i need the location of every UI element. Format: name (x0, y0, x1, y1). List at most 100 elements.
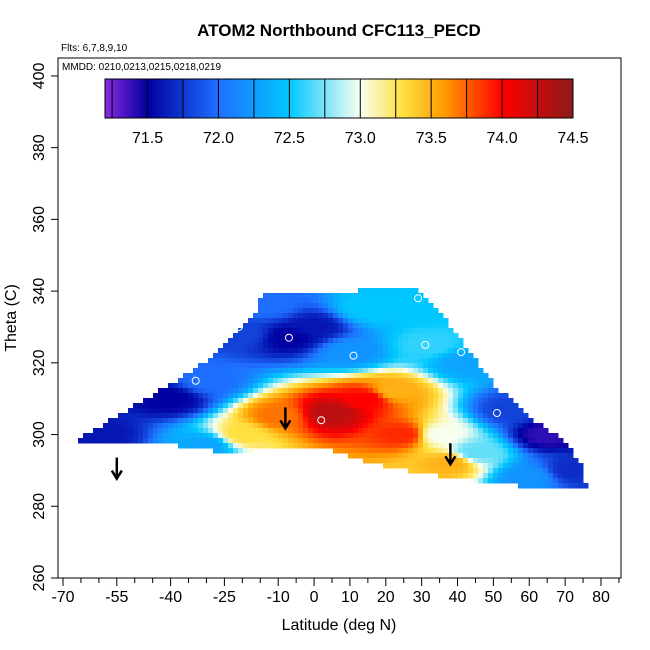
heatmap-cell (243, 323, 249, 329)
heatmap-cell (233, 363, 239, 369)
heatmap-cell (358, 348, 364, 354)
heatmap-cell (448, 403, 454, 409)
heatmap-cell (118, 438, 124, 444)
heatmap-cell (503, 443, 509, 449)
heatmap-cell (328, 353, 334, 359)
heatmap-cell (423, 423, 429, 429)
heatmap-cell (478, 433, 484, 439)
heatmap-cell (358, 328, 364, 334)
heatmap-cell (213, 398, 219, 404)
heatmap-cell (278, 438, 284, 444)
heatmap-cell (298, 343, 304, 349)
heatmap-cell (293, 403, 299, 409)
heatmap-cell (358, 373, 364, 379)
heatmap-cell (248, 398, 254, 404)
heatmap-cell (443, 388, 449, 394)
heatmap-cell (333, 318, 339, 324)
heatmap-cell (408, 453, 414, 459)
heatmap-cell (258, 353, 264, 359)
heatmap-cell (193, 403, 199, 409)
down-arrow (279, 407, 292, 431)
heatmap-cell (413, 458, 419, 464)
heatmap-cell (333, 343, 339, 349)
heatmap-cell (388, 303, 394, 309)
heatmap-cell (313, 358, 319, 364)
heatmap-cell (463, 408, 469, 414)
heatmap-cell (268, 433, 274, 439)
heatmap-cell (323, 398, 329, 404)
heatmap-cell (438, 368, 444, 374)
heatmap-cell (478, 438, 484, 444)
heatmap-cell (458, 393, 464, 399)
heatmap-cell (438, 338, 444, 344)
heatmap-cell (448, 368, 454, 374)
heatmap-cell (253, 398, 259, 404)
heatmap-cell (523, 468, 529, 474)
heatmap-cell (473, 453, 479, 459)
heatmap-cell (453, 378, 459, 384)
heatmap-cell (523, 423, 529, 429)
heatmap-cell (358, 383, 364, 389)
heatmap-cell (538, 458, 544, 464)
heatmap-cell (463, 398, 469, 404)
heatmap-cell (273, 433, 279, 439)
heatmap-cell (358, 368, 364, 374)
heatmap-cell (278, 413, 284, 419)
heatmap-cell (233, 403, 239, 409)
heatmap-cell (278, 343, 284, 349)
heatmap-cell (558, 473, 564, 479)
heatmap-cell (388, 318, 394, 324)
heatmap-cell (483, 408, 489, 414)
heatmap-cell (243, 353, 249, 359)
heatmap-cell (393, 318, 399, 324)
heatmap-cell (488, 478, 494, 484)
heatmap-cell (373, 458, 379, 464)
heatmap-cell (428, 448, 434, 454)
heatmap-cell (448, 328, 454, 334)
heatmap-cell (233, 398, 239, 404)
heatmap-cell (498, 443, 504, 449)
heatmap-cell (398, 333, 404, 339)
heatmap-cell (333, 338, 339, 344)
heatmap-cell (283, 298, 289, 304)
heatmap-cell (158, 423, 164, 429)
heatmap-cell (453, 438, 459, 444)
down-arrow (110, 457, 123, 481)
heatmap-cell (553, 478, 559, 484)
heatmap-cell (193, 408, 199, 414)
heatmap-cell (433, 418, 439, 424)
heatmap-cell (468, 468, 474, 474)
heatmap-cell (488, 453, 494, 459)
heatmap-cell (223, 428, 229, 434)
heatmap-cell (393, 343, 399, 349)
heatmap-cell (453, 353, 459, 359)
heatmap-cell (303, 443, 309, 449)
heatmap-cell (458, 443, 464, 449)
heatmap-cell (343, 338, 349, 344)
heatmap-cell (443, 443, 449, 449)
heatmap-cell (203, 443, 209, 449)
heatmap-cell (238, 398, 244, 404)
heatmap-cell (538, 443, 544, 449)
heatmap-cell (228, 433, 234, 439)
heatmap-cell (478, 428, 484, 434)
heatmap-cell (293, 378, 299, 384)
heatmap-cell (468, 373, 474, 379)
heatmap-cell (538, 448, 544, 454)
heatmap-cell (468, 393, 474, 399)
heatmap-cell (313, 313, 319, 319)
heatmap-cell (268, 373, 274, 379)
heatmap-cell (248, 383, 254, 389)
heatmap-cell (363, 408, 369, 414)
heatmap-cell (433, 463, 439, 469)
heatmap-cell (363, 363, 369, 369)
heatmap-cell (348, 363, 354, 369)
heatmap-cell (203, 408, 209, 414)
heatmap-cell (278, 383, 284, 389)
heatmap-cell (333, 383, 339, 389)
heatmap-cell (288, 438, 294, 444)
heatmap-cell (413, 343, 419, 349)
heatmap-cell (563, 453, 569, 459)
heatmap-cell (393, 313, 399, 319)
heatmap-cell (393, 338, 399, 344)
